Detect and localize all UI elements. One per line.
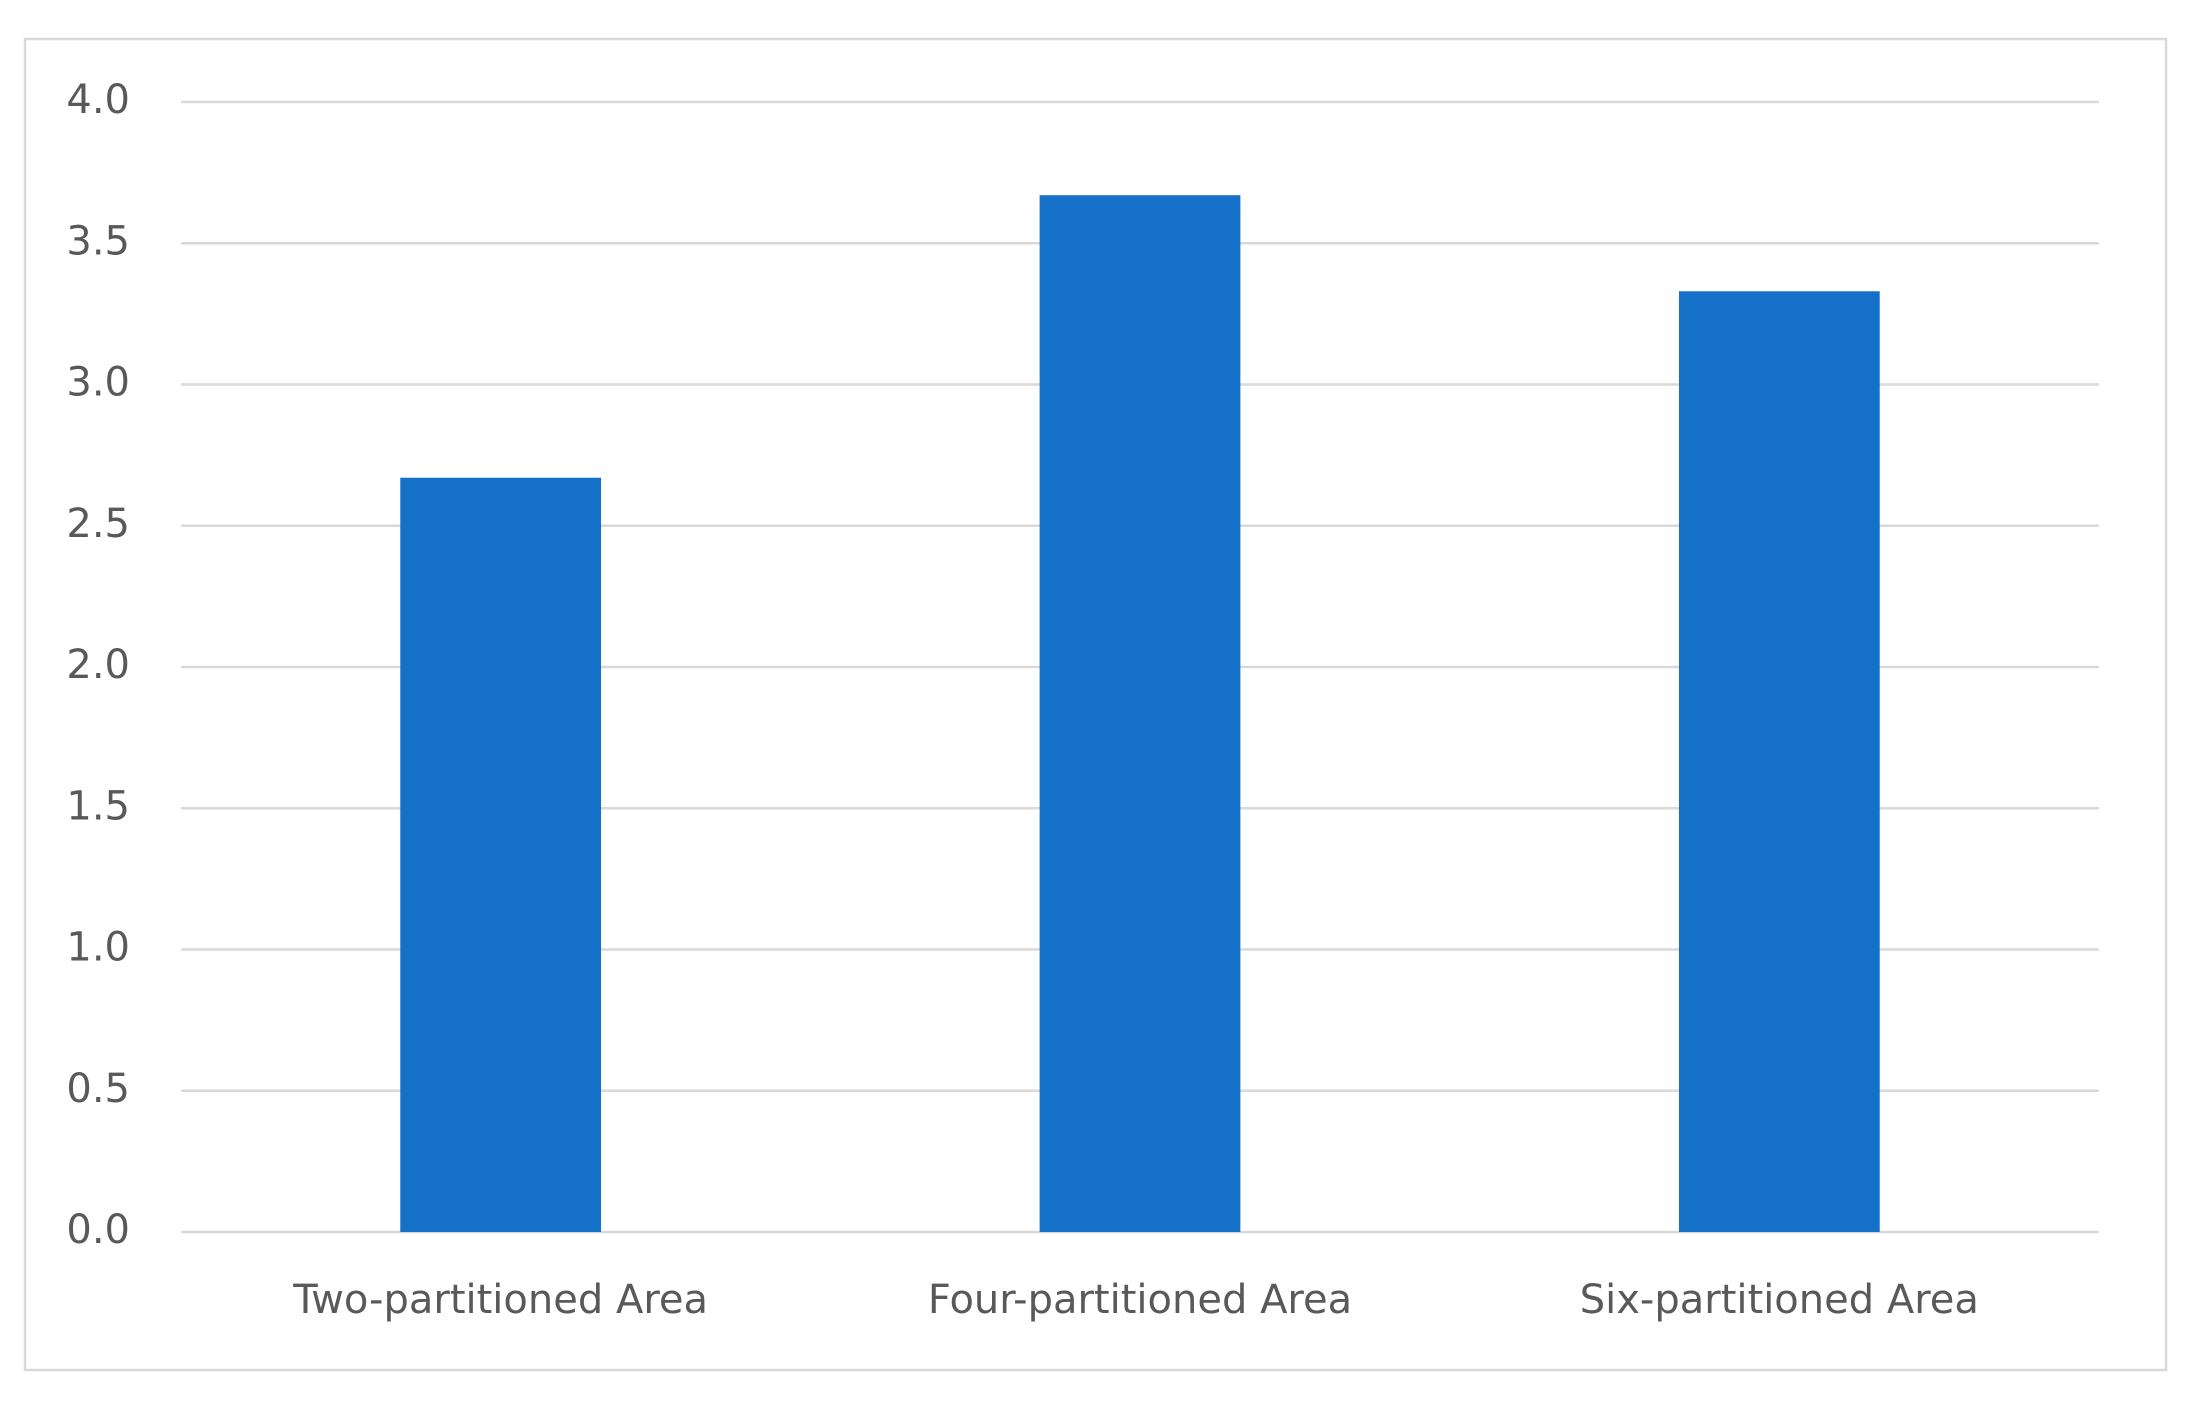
y-tick-label: 2.0	[66, 642, 130, 688]
y-tick-label: 3.5	[66, 218, 130, 264]
x-tick-label: Six-partitioned Area	[1580, 1277, 1979, 1323]
y-tick-label: 3.0	[66, 360, 130, 406]
bar	[400, 477, 602, 1233]
y-tick-label: 0.0	[66, 1207, 130, 1253]
y-tick-label: 1.5	[66, 783, 130, 829]
bar	[1039, 195, 1241, 1233]
x-tick-label: Four-partitioned Area	[928, 1277, 1352, 1323]
y-tick-label: 0.5	[66, 1066, 130, 1112]
x-tick-label: Two-partitioned Area	[292, 1277, 708, 1323]
bar	[1678, 291, 1880, 1232]
y-tick-label: 4.0	[66, 77, 130, 123]
y-tick-label: 1.0	[66, 925, 130, 971]
y-tick-label: 2.5	[66, 501, 130, 547]
